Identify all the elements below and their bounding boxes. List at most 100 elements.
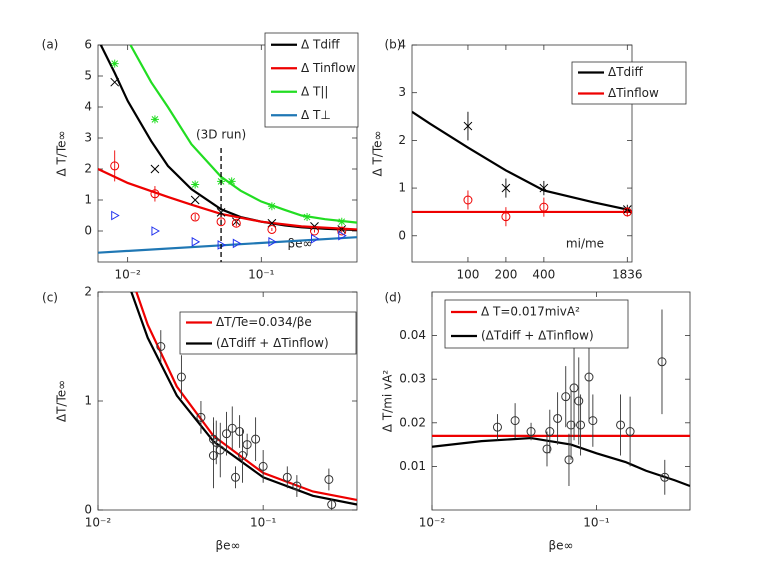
- x-tick-label: 10⁻²: [419, 516, 446, 530]
- y-tick-label: 1: [84, 394, 92, 408]
- y-tick-label: 2: [84, 285, 92, 299]
- legend-label: (ΔTdiff + ΔTinflow): [216, 336, 329, 350]
- marker: [282, 472, 292, 482]
- legend: [571, 61, 687, 105]
- plot-frame: [97, 44, 358, 263]
- marker: [463, 121, 473, 131]
- x-tick-label: 100: [456, 268, 479, 282]
- marker: [324, 474, 334, 484]
- x-tick-label: 10⁻²: [114, 268, 141, 282]
- legend-label: ΔT/Te=0.034/βe: [216, 315, 312, 329]
- marker: [660, 472, 670, 482]
- y-tick-label: 0: [84, 503, 92, 517]
- marker: [545, 427, 555, 437]
- legend: [264, 32, 359, 128]
- marker: [616, 420, 626, 430]
- x-axis-label: βe∞: [215, 539, 240, 553]
- marker: [292, 481, 302, 491]
- marker: [150, 189, 160, 199]
- marker: [151, 226, 160, 236]
- marker: [310, 233, 320, 244]
- marker: [156, 342, 166, 351]
- marker: [569, 383, 579, 393]
- y-axis-label: Δ T/Te∞: [55, 130, 69, 176]
- marker: [222, 429, 232, 439]
- marker: [227, 423, 237, 433]
- marker: [564, 455, 574, 465]
- x-tick-label: 10⁻²: [85, 516, 112, 530]
- x-tick-label: 400: [532, 268, 555, 282]
- y-tick-label: 0.04: [399, 328, 426, 342]
- y-axis-label: ΔT/Te∞: [55, 380, 69, 422]
- legend-label: Δ Tinflow: [301, 61, 356, 75]
- y-axis-label: Δ T/mi vA²: [381, 370, 395, 433]
- y-tick-label: 3: [84, 131, 92, 145]
- y-tick-label: 0.01: [399, 459, 426, 473]
- y-tick-label: 4: [84, 100, 92, 114]
- panel-label: (b): [385, 38, 402, 52]
- marker: [227, 177, 236, 186]
- legend-label: Δ T=0.017mivA²: [481, 305, 580, 319]
- marker: [492, 422, 502, 432]
- marker: [111, 210, 120, 221]
- marker: [110, 59, 119, 68]
- y-tick-label: 5: [84, 69, 92, 83]
- marker: [539, 202, 549, 212]
- y-tick-label: 1: [84, 193, 92, 207]
- marker: [303, 213, 312, 222]
- marker: [501, 212, 511, 222]
- marker: [327, 500, 337, 510]
- marker: [215, 445, 225, 455]
- curve: [432, 436, 690, 488]
- legend: [179, 311, 357, 355]
- marker: [526, 427, 536, 437]
- marker: [553, 413, 563, 423]
- marker: [268, 236, 277, 247]
- y-axis-label: Δ T/Te∞: [371, 130, 385, 176]
- legend: [444, 299, 629, 349]
- marker: [542, 444, 552, 454]
- y-tick-label: 1: [398, 181, 406, 195]
- y-tick-label: 3: [398, 85, 406, 99]
- panel-label: (c): [42, 291, 58, 305]
- marker: [657, 357, 667, 367]
- marker: [463, 195, 473, 205]
- marker: [251, 434, 261, 444]
- x-tick-label: 10⁻¹: [250, 516, 277, 530]
- marker: [242, 440, 252, 450]
- legend-label: Δ Tdiff: [301, 37, 340, 51]
- marker: [150, 115, 159, 124]
- marker: [190, 195, 200, 205]
- marker: [230, 472, 240, 482]
- marker: [574, 396, 584, 406]
- y-tick-label: 4: [398, 38, 406, 52]
- marker: [588, 416, 598, 426]
- marker: [501, 183, 511, 193]
- marker: [337, 217, 346, 226]
- marker: [191, 180, 200, 189]
- curve: [412, 110, 632, 213]
- marker: [539, 183, 549, 193]
- marker: [309, 226, 319, 236]
- y-tick-label: 0.03: [399, 372, 426, 386]
- x-tick-label: 10⁻¹: [583, 516, 610, 530]
- x-tick-label: 10⁻¹: [248, 268, 275, 282]
- marker: [232, 238, 242, 249]
- marker: [310, 221, 319, 231]
- x-axis-label: mi/me: [566, 237, 604, 251]
- y-tick-label: 0.02: [399, 415, 426, 429]
- y-tick-label: 2: [398, 133, 406, 147]
- x-axis-label: βe∞: [548, 539, 573, 553]
- y-tick-label: 0: [398, 228, 406, 242]
- marker: [216, 217, 226, 227]
- x-tick-label: 1836: [612, 268, 643, 282]
- legend-label: Δ T⊥: [301, 108, 331, 122]
- annotation: (3D run): [196, 128, 246, 142]
- plot-area: [412, 110, 632, 227]
- x-axis-label: βe∞: [287, 237, 312, 251]
- marker: [238, 451, 248, 460]
- marker: [576, 420, 586, 430]
- curve: [98, 236, 357, 254]
- plot-frame: [411, 44, 633, 263]
